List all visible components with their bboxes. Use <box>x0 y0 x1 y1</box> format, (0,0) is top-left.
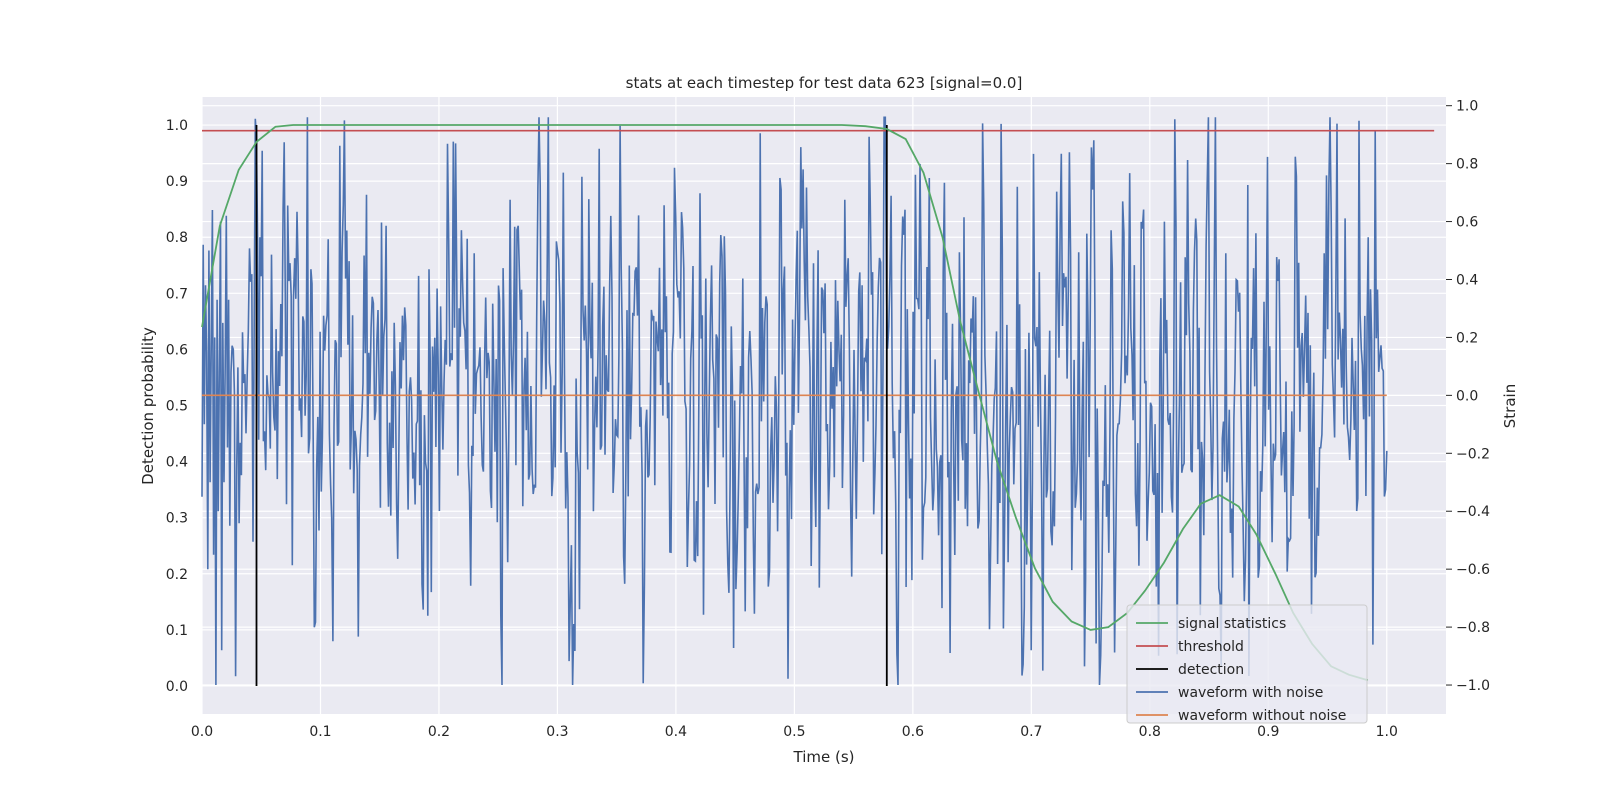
x-tick-label: 1.0 <box>1376 724 1398 740</box>
x-axis-ticks: 0.0 0.1 0.2 0.3 0.4 0.5 0.6 0.7 0.8 0.9 1.0 <box>191 724 1398 740</box>
legend-label: threshold <box>1178 639 1244 655</box>
y-left-tick-label: 0.8 <box>166 230 188 246</box>
y-right-axis-label: Strain <box>1501 384 1519 428</box>
legend-items: signal statistics threshold detection wavef… <box>1136 616 1346 724</box>
y-left-tick-label: 0.5 <box>166 399 188 415</box>
legend-label: detection <box>1178 662 1244 678</box>
series-layer <box>201 116 1435 686</box>
y-right-tick-label: 0.8 <box>1456 157 1478 173</box>
legend-label: waveform without noise <box>1178 708 1346 724</box>
y-left-axis-label: Detection probability <box>139 327 157 485</box>
x-tick-label: 0.9 <box>1257 724 1279 740</box>
y-right-tick-label: −1.0 <box>1456 678 1490 694</box>
y-right-axis-ticks: −1.0 −0.8 −0.6 −0.4 −0.2 0.0 0.2 0.4 0.6 0.8 1.0 <box>1446 99 1490 694</box>
x-tick-label: 0.8 <box>1139 724 1161 740</box>
x-tick-label: 0.0 <box>191 724 213 740</box>
y-right-tick-label: −0.8 <box>1456 620 1490 636</box>
x-axis-label: Time (s) <box>793 748 855 766</box>
y-right-tick-label: 1.0 <box>1456 99 1478 115</box>
y-right-tick-label: 0.0 <box>1456 388 1478 404</box>
y-left-tick-label: 0.3 <box>166 511 188 527</box>
y-right-tick-label: 0.6 <box>1456 215 1478 231</box>
series-waveform-with-noise <box>201 116 1388 686</box>
x-tick-label: 0.3 <box>546 724 568 740</box>
chart-title: stats at each timestep for test data 623… <box>626 74 1023 92</box>
series-signal-statistics <box>201 124 1369 682</box>
legend: signal statistics threshold detection wavef… <box>1126 604 1368 724</box>
y-right-tick-label: −0.6 <box>1456 562 1490 578</box>
y-left-tick-label: 0.2 <box>166 567 188 583</box>
y-left-tick-label: 0.9 <box>166 174 188 190</box>
legend-label: waveform with noise <box>1178 685 1323 701</box>
y-left-tick-label: 1.0 <box>166 118 188 134</box>
x-tick-label: 0.1 <box>309 724 331 740</box>
x-tick-label: 0.7 <box>1020 724 1042 740</box>
y-left-axis-ticks: 0.0 0.1 0.2 0.3 0.4 0.5 0.6 0.7 0.8 0.9 1.0 <box>166 118 188 695</box>
x-tick-label: 0.6 <box>902 724 924 740</box>
legend-label: signal statistics <box>1178 616 1286 632</box>
y-right-tick-label: 0.4 <box>1456 272 1478 288</box>
y-left-tick-label: 0.6 <box>166 342 188 358</box>
x-tick-label: 0.2 <box>428 724 450 740</box>
y-right-tick-label: −0.2 <box>1456 446 1490 462</box>
legend-box <box>1126 604 1368 724</box>
y-right-tick-label: −0.4 <box>1456 504 1490 520</box>
y-right-tick-label: 0.2 <box>1456 330 1478 346</box>
y-left-tick-label: 0.7 <box>166 286 188 302</box>
y-left-tick-label: 0.4 <box>166 455 188 471</box>
x-tick-label: 0.4 <box>665 724 687 740</box>
y-left-tick-label: 0.1 <box>166 623 188 639</box>
y-left-tick-label: 0.0 <box>166 679 188 695</box>
x-tick-label: 0.5 <box>783 724 805 740</box>
